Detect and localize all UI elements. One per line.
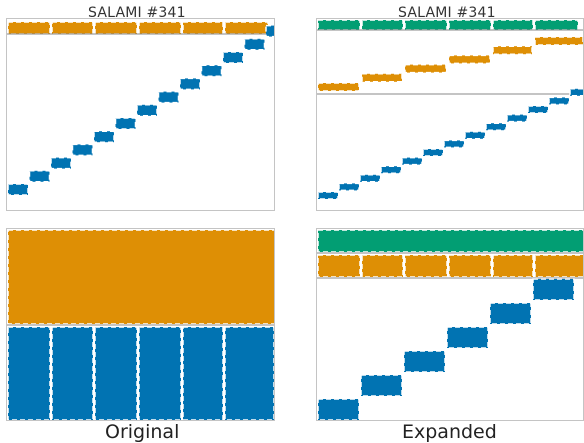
orange-segment <box>534 254 583 278</box>
orange-segment <box>138 21 182 35</box>
blue-segment <box>401 156 423 166</box>
bottom-left-panel-graphic <box>7 229 274 420</box>
blue-segment <box>157 90 180 104</box>
blue-column <box>182 326 224 420</box>
blue-segment <box>317 191 339 200</box>
blue-segment <box>317 398 360 420</box>
blue-segment <box>422 148 444 157</box>
blue-segment <box>93 130 115 143</box>
blue-segment <box>179 77 201 91</box>
blue-segment <box>506 113 528 123</box>
blue-segment <box>222 51 244 64</box>
orange-segment <box>492 254 534 278</box>
blue-segment <box>446 326 489 349</box>
bottom-left-panel <box>6 228 275 421</box>
green-segment <box>534 19 579 31</box>
blue-segment <box>71 143 94 157</box>
blue-segment <box>359 174 381 183</box>
top-left-panel-title: SALAMI #341 <box>88 5 186 21</box>
blue-segment <box>380 165 402 174</box>
blue-segment <box>403 350 446 373</box>
blue-column <box>7 326 51 420</box>
blue-segment <box>114 117 137 130</box>
blue-segment <box>489 302 532 325</box>
green-band <box>317 229 583 253</box>
blue-segment <box>243 38 266 51</box>
blue-segment <box>485 122 507 131</box>
blue-column <box>224 326 274 420</box>
orange-segment <box>94 21 138 35</box>
bottom-right-panel-graphic <box>317 229 583 420</box>
blue-column <box>94 326 138 420</box>
orange-segment <box>317 254 361 278</box>
orange-segment <box>448 254 492 278</box>
blue-segment <box>360 374 403 397</box>
expanded-caption: Expanded <box>402 421 497 443</box>
orange-segment <box>7 21 51 35</box>
orange-segment <box>182 21 224 35</box>
green-segment <box>404 19 448 31</box>
blue-segment <box>28 170 51 183</box>
blue-column <box>138 326 182 420</box>
top-right-panel <box>316 18 584 211</box>
orange-block <box>7 229 274 325</box>
orange-segment <box>492 45 533 55</box>
green-segment <box>492 19 534 31</box>
top-left-panel <box>6 18 275 211</box>
top-right-panel-graphic <box>317 19 583 200</box>
blue-segment <box>532 278 575 301</box>
top-left-panel-graphic <box>7 21 274 196</box>
blue-segment <box>464 131 486 140</box>
blue-segment <box>200 64 223 77</box>
orange-segment <box>361 73 403 83</box>
orange-segment <box>317 82 360 92</box>
original-caption: Original <box>105 421 180 443</box>
blue-segment <box>443 139 465 149</box>
blue-column <box>51 326 94 420</box>
orange-segment <box>448 54 491 65</box>
blue-segment <box>569 88 583 97</box>
orange-segment <box>534 36 583 46</box>
blue-segment <box>136 104 158 117</box>
green-segment <box>361 19 404 31</box>
green-segment <box>317 19 361 31</box>
blue-segment <box>527 105 549 114</box>
green-segment <box>448 19 492 31</box>
orange-segment <box>404 63 447 74</box>
top-right-panel-title: SALAMI #341 <box>398 5 496 21</box>
blue-segment <box>265 24 274 38</box>
orange-segment <box>51 21 94 35</box>
orange-segment <box>404 254 448 278</box>
blue-segment <box>338 182 360 192</box>
bottom-right-panel <box>316 228 584 421</box>
blue-segment <box>50 156 72 170</box>
orange-segment <box>224 21 269 35</box>
orange-segment <box>361 254 404 278</box>
blue-segment <box>548 96 570 106</box>
blue-segment <box>7 183 29 196</box>
